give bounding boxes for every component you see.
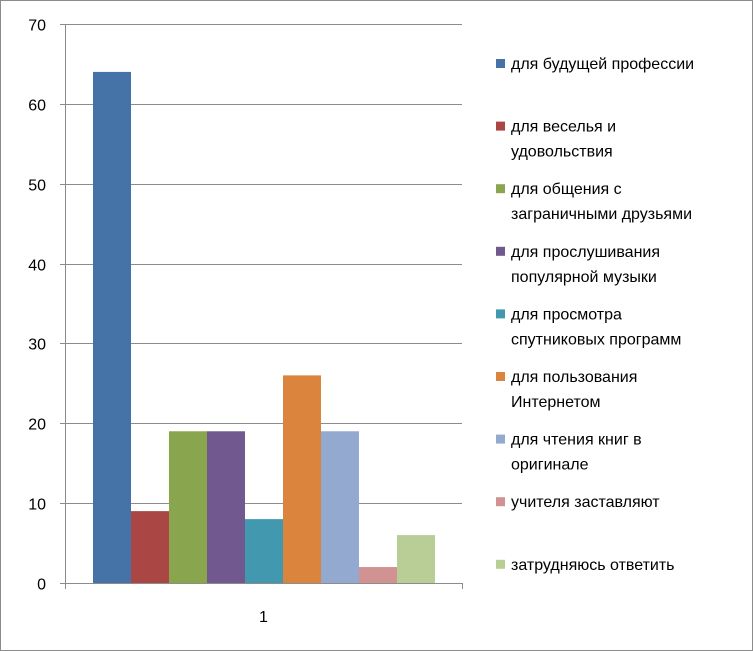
legend-swatch xyxy=(496,59,505,68)
legend-item: учителя заставляют xyxy=(496,494,660,511)
bar xyxy=(397,535,435,583)
bar xyxy=(93,71,131,584)
legend-item: для чтения книг в оригинале xyxy=(496,432,642,474)
y-tick-label: 0 xyxy=(37,577,46,594)
bar xyxy=(131,511,169,583)
legend-item: затрудняюсь ответить xyxy=(496,557,675,574)
y-tick-label: 30 xyxy=(28,337,46,354)
legend-item: для прослушивания популярной музыки xyxy=(496,244,660,286)
gridlines xyxy=(65,24,462,504)
bar xyxy=(359,567,397,583)
y-axis-ticks: 0 10 20 30 40 50 60 70 xyxy=(28,18,65,594)
legend-swatch xyxy=(496,497,505,507)
legend-label: для прослушивания xyxy=(511,244,660,261)
bars xyxy=(93,71,435,584)
legend-label: для будущей профессии xyxy=(511,56,694,73)
bar xyxy=(207,431,245,583)
bar xyxy=(245,519,283,583)
y-tick-label: 20 xyxy=(28,417,46,434)
legend-item: для общения с заграничными друзьями xyxy=(496,181,692,223)
y-tick-label: 50 xyxy=(28,178,46,195)
legend-label: для чтения книг в xyxy=(511,432,642,449)
x-tick-label: 1 xyxy=(259,609,268,626)
y-tick-label: 60 xyxy=(28,98,46,115)
legend: для будущей профессии для веселья и удовол… xyxy=(496,56,694,574)
legend-label: спутниковых программ xyxy=(511,331,681,348)
legend-label: учителя заставляют xyxy=(511,494,660,511)
legend-label: оригинале xyxy=(511,457,589,474)
bar xyxy=(283,375,321,583)
bar xyxy=(321,431,359,583)
legend-label: затрудняюсь ответить xyxy=(511,557,675,574)
legend-swatch xyxy=(496,246,505,256)
legend-item: для просмотра спутниковых программ xyxy=(496,306,681,348)
y-tick-label: 70 xyxy=(28,18,46,35)
legend-label: удовольствия xyxy=(511,144,613,161)
y-tick-label: 40 xyxy=(28,258,46,275)
legend-item: для будущей профессии xyxy=(496,56,694,73)
legend-label: для просмотра xyxy=(511,306,622,323)
legend-swatch xyxy=(496,559,505,569)
legend-item: для пользования Интернетом xyxy=(496,369,637,411)
y-tick-label: 10 xyxy=(28,497,46,514)
legend-item: для веселья и удовольствия xyxy=(496,119,616,161)
legend-label: для общения с xyxy=(511,181,622,198)
legend-label: популярной музыки xyxy=(511,269,657,286)
legend-label: для пользования xyxy=(511,369,637,386)
legend-swatch xyxy=(496,372,505,381)
legend-label: Интернетом xyxy=(511,394,601,411)
legend-swatch xyxy=(496,309,505,319)
legend-swatch xyxy=(496,434,505,444)
legend-label: для веселья и xyxy=(511,119,616,136)
legend-label: заграничными друзьями xyxy=(511,206,692,223)
bar xyxy=(169,431,207,583)
legend-swatch xyxy=(496,184,505,194)
legend-swatch xyxy=(496,121,505,131)
